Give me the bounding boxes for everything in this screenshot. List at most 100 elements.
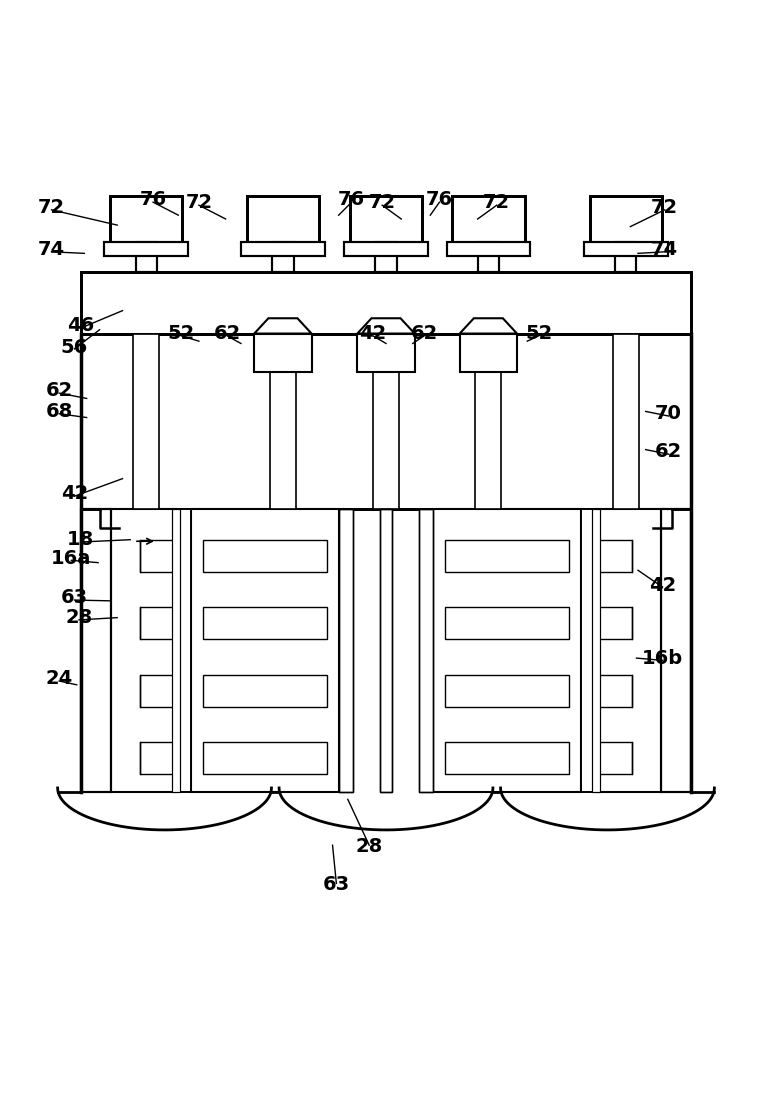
Bar <box>596 539 631 572</box>
Text: 62: 62 <box>411 324 438 343</box>
Bar <box>380 509 392 791</box>
Text: 70: 70 <box>655 404 682 423</box>
Bar <box>476 333 501 509</box>
Bar <box>596 509 661 791</box>
Text: 42: 42 <box>360 324 387 343</box>
Bar <box>592 509 600 791</box>
Bar <box>447 242 530 255</box>
Bar <box>273 242 293 272</box>
Text: 68: 68 <box>46 402 73 421</box>
Bar <box>104 242 188 255</box>
Bar <box>380 509 392 791</box>
Bar <box>584 242 668 255</box>
Bar <box>661 509 692 791</box>
Bar <box>581 509 596 791</box>
Bar <box>80 272 692 333</box>
Bar <box>80 333 386 509</box>
Bar <box>590 196 662 242</box>
Bar <box>386 333 692 509</box>
Bar <box>357 333 415 372</box>
Bar <box>110 196 182 242</box>
Bar <box>433 509 581 791</box>
Bar <box>136 242 157 272</box>
Bar <box>452 196 525 242</box>
Bar <box>447 242 530 255</box>
Bar <box>110 196 182 242</box>
Text: 72: 72 <box>651 198 679 218</box>
Bar <box>581 509 596 791</box>
Polygon shape <box>254 319 312 333</box>
Bar <box>459 333 517 372</box>
Bar <box>241 242 324 255</box>
Bar <box>136 242 157 272</box>
Bar <box>445 675 569 707</box>
Bar <box>452 196 525 242</box>
Text: 28: 28 <box>356 837 383 856</box>
Bar <box>241 242 324 255</box>
Bar <box>350 196 422 242</box>
Text: 63: 63 <box>61 588 88 607</box>
Bar <box>203 675 327 707</box>
Bar <box>246 196 319 242</box>
Text: 46: 46 <box>67 316 94 335</box>
Bar <box>375 242 397 272</box>
Text: 18: 18 <box>67 531 94 549</box>
Bar <box>615 242 636 272</box>
Text: 74: 74 <box>38 240 65 259</box>
Text: 72: 72 <box>185 193 212 212</box>
Bar <box>141 741 176 774</box>
Bar <box>344 242 428 255</box>
Bar <box>445 741 569 774</box>
Text: 76: 76 <box>140 191 167 210</box>
Text: 76: 76 <box>426 191 453 210</box>
Bar <box>270 333 296 509</box>
Text: 72: 72 <box>38 198 65 218</box>
Bar <box>373 333 399 509</box>
Bar <box>273 242 293 272</box>
Bar <box>478 242 499 272</box>
Text: 63: 63 <box>323 876 350 895</box>
Bar <box>339 509 353 791</box>
Bar <box>590 196 662 242</box>
Bar <box>172 509 180 791</box>
Polygon shape <box>357 319 415 333</box>
Bar <box>203 741 327 774</box>
Bar <box>134 333 159 509</box>
Bar <box>104 242 188 255</box>
Text: 42: 42 <box>61 484 88 504</box>
Bar <box>419 509 433 791</box>
Bar <box>141 607 176 639</box>
Bar <box>80 333 386 509</box>
Bar <box>592 509 600 791</box>
Bar <box>596 741 631 774</box>
Bar <box>596 675 631 707</box>
Bar <box>584 242 668 255</box>
Polygon shape <box>459 319 517 333</box>
Text: 62: 62 <box>46 382 73 401</box>
Text: 24: 24 <box>46 669 73 688</box>
Bar <box>596 607 631 639</box>
Bar <box>176 509 191 791</box>
Text: 56: 56 <box>61 337 88 356</box>
Bar <box>191 509 339 791</box>
Bar <box>246 196 319 242</box>
Text: 16a: 16a <box>51 548 92 567</box>
Text: 62: 62 <box>655 443 682 462</box>
Text: 42: 42 <box>648 576 676 595</box>
Bar <box>203 607 327 639</box>
Text: 52: 52 <box>168 324 195 343</box>
Bar <box>661 509 692 791</box>
Bar <box>203 539 327 572</box>
Bar <box>172 509 180 791</box>
Text: 76: 76 <box>338 191 365 210</box>
Bar <box>375 242 397 272</box>
Bar <box>80 272 692 333</box>
Bar <box>80 509 111 791</box>
Text: 72: 72 <box>483 193 510 212</box>
Bar <box>615 242 636 272</box>
Bar <box>254 333 312 372</box>
Bar <box>141 675 176 707</box>
Bar <box>350 196 422 242</box>
Bar <box>80 509 111 791</box>
Bar <box>386 333 692 509</box>
